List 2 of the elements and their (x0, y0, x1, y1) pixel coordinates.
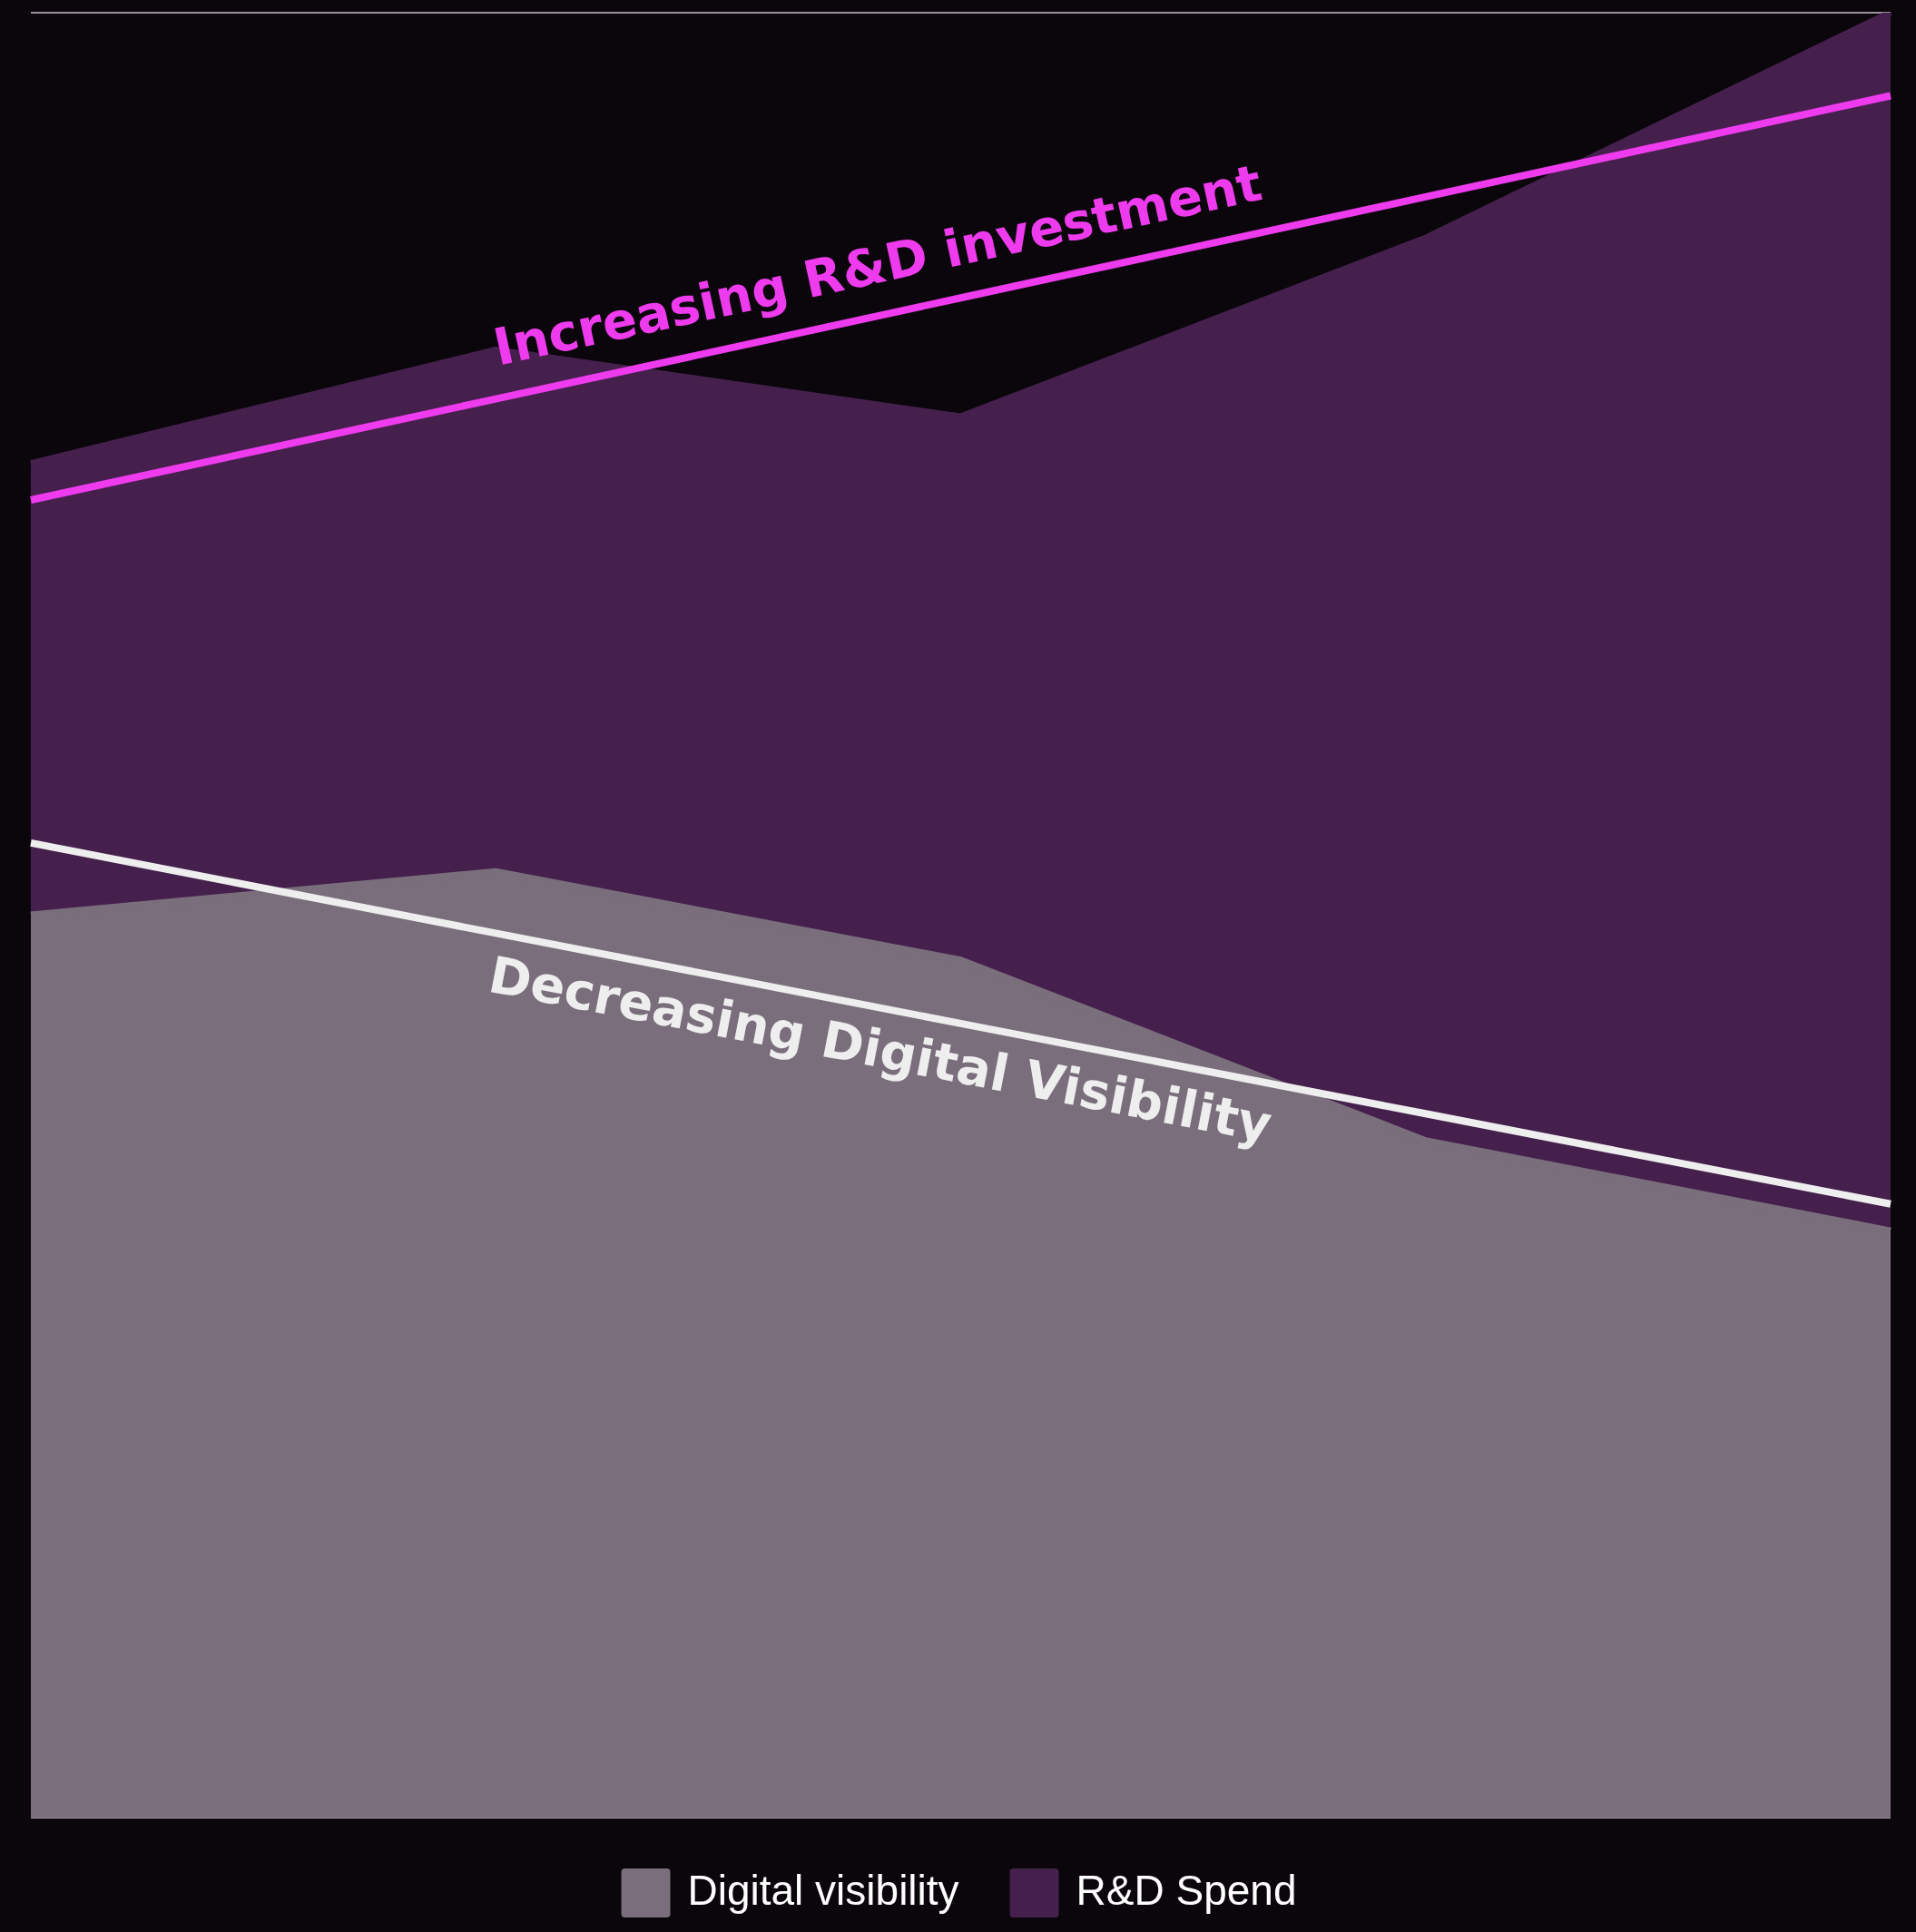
legend-label: Digital visibility (687, 1866, 959, 1914)
legend-label: R&D Spend (1076, 1866, 1297, 1914)
